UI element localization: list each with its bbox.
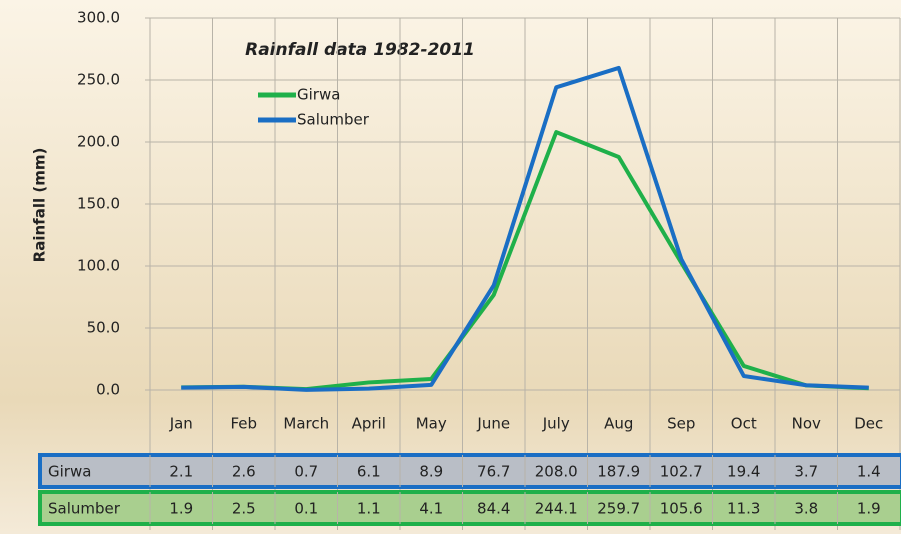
data-label: 105.6: [660, 500, 703, 518]
y-tick-label: 200.0: [77, 133, 120, 151]
data-label: 2.6: [232, 463, 256, 481]
table-row: [38, 490, 901, 526]
x-tick-label: July: [542, 415, 570, 433]
data-label: 76.7: [477, 463, 510, 481]
data-label: 0.7: [294, 463, 318, 481]
data-label: 4.1: [419, 500, 443, 518]
data-label: 208.0: [535, 463, 578, 481]
y-tick-label: 50.0: [87, 319, 120, 337]
data-label: 2.1: [169, 463, 193, 481]
y-tick-label: 0.0: [96, 381, 120, 399]
data-label: 8.9: [419, 463, 443, 481]
data-label: 2.5: [232, 500, 256, 518]
table-row-label: Salumber: [48, 500, 121, 518]
y-tick-label: 100.0: [77, 257, 120, 275]
data-label: 11.3: [727, 500, 760, 518]
x-tick-label: Feb: [230, 415, 257, 433]
y-axis-label: Rainfall (mm): [31, 148, 49, 263]
data-label: 102.7: [660, 463, 703, 481]
x-tick-label: March: [283, 415, 329, 433]
x-tick-label: June: [476, 415, 510, 433]
legend-label: Girwa: [297, 86, 340, 104]
x-tick-label: Sep: [667, 415, 695, 433]
data-label: 0.1: [294, 500, 318, 518]
data-label: 3.8: [794, 500, 818, 518]
x-tick-label: Dec: [854, 415, 883, 433]
x-tick-label: Nov: [792, 415, 821, 433]
data-label: 1.9: [857, 500, 881, 518]
data-label: 3.7: [794, 463, 818, 481]
data-label: 187.9: [597, 463, 640, 481]
x-tick-label: Jan: [169, 415, 193, 433]
data-label: 259.7: [597, 500, 640, 518]
data-label: 84.4: [477, 500, 510, 518]
table-row-label: Girwa: [48, 463, 91, 481]
chart-title: Rainfall data 1982-2011: [245, 40, 475, 60]
data-label: 244.1: [535, 500, 578, 518]
table-row: [38, 453, 901, 489]
series-line: [181, 65, 869, 392]
x-tick-label: Aug: [604, 415, 633, 433]
data-label: 6.1: [357, 463, 381, 481]
data-label: 1.4: [857, 463, 881, 481]
y-tick-label: 150.0: [77, 195, 120, 213]
y-tick-label: 250.0: [77, 71, 120, 89]
x-tick-label: Oct: [731, 415, 757, 433]
x-tick-label: April: [352, 415, 386, 433]
data-label: 1.9: [169, 500, 193, 518]
y-tick-label: 300.0: [77, 9, 120, 27]
data-label: 1.1: [357, 500, 381, 518]
data-label: 19.4: [727, 463, 760, 481]
legend-label: Salumber: [297, 111, 370, 129]
x-tick-label: May: [416, 415, 447, 433]
